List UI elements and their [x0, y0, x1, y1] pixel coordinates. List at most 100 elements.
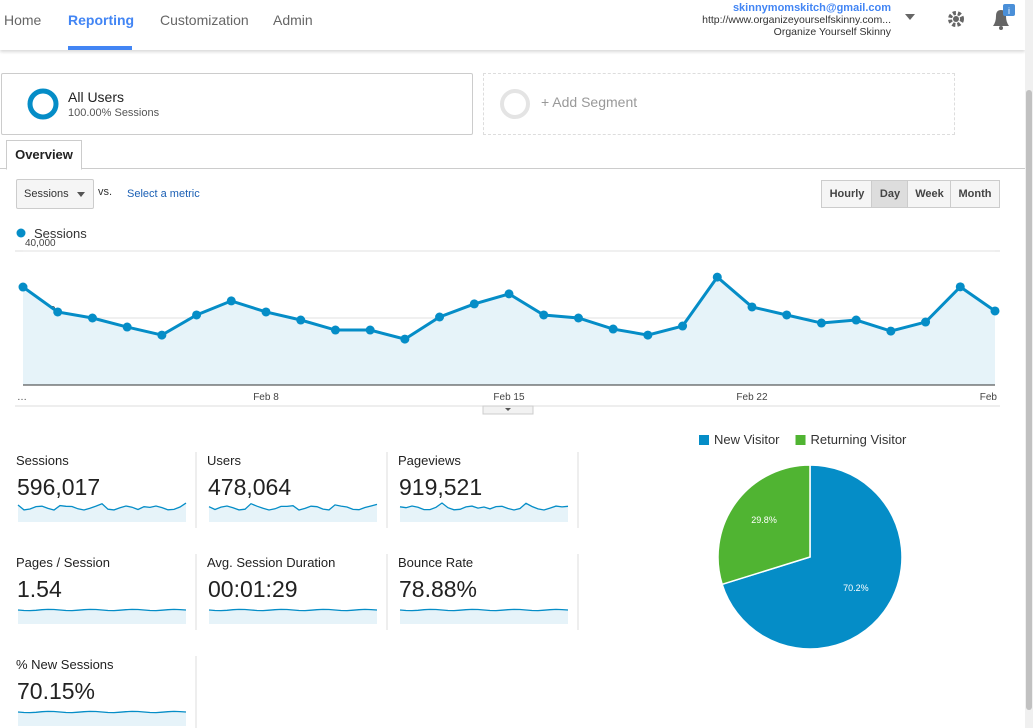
metric-label: Pageviews: [398, 453, 461, 468]
point: [678, 321, 688, 331]
metric-value: 1.54: [17, 576, 62, 602]
metric-value: 596,017: [17, 474, 100, 500]
period-week[interactable]: Week: [907, 180, 952, 208]
legend-marker: [16, 228, 26, 238]
segment-detail: 100.00% Sessions: [68, 107, 160, 119]
metric-value: 478,064: [208, 474, 291, 500]
metric-value: 78.88%: [399, 576, 477, 602]
nav-admin[interactable]: Admin: [273, 12, 313, 28]
account-name[interactable]: Organize Yourself Skinny: [773, 26, 891, 38]
x-tick-label: Feb: [980, 392, 998, 403]
segment-ring: [27, 88, 59, 120]
sparkline-area: [18, 503, 186, 522]
legend-label: Returning Visitor: [811, 432, 908, 447]
sparkline-area: [400, 609, 568, 624]
sparkline: [399, 608, 569, 612]
legend-label: New Visitor: [714, 432, 780, 447]
svg-text:i: i: [1008, 6, 1010, 16]
sparkline: [208, 502, 378, 511]
area: [23, 277, 995, 385]
scrollbar[interactable]: [1025, 0, 1033, 728]
point: [851, 315, 861, 325]
sparkline-area: [209, 503, 377, 522]
point: [226, 296, 236, 306]
point: [990, 306, 1000, 316]
select-metric[interactable]: Select a metric: [127, 188, 200, 200]
point: [157, 330, 167, 340]
x-tick-label: Feb 15: [493, 392, 525, 403]
point: [365, 325, 375, 335]
metric-label: Users: [207, 453, 241, 468]
point: [400, 334, 410, 344]
account-caret[interactable]: [905, 14, 917, 22]
top-bar: Home Reporting Customization Admin skinn…: [0, 0, 1025, 50]
add-segment-label: + Add Segment: [541, 94, 638, 110]
metric-label: Sessions: [16, 453, 69, 468]
point: [330, 325, 340, 335]
point: [192, 310, 202, 320]
point: [747, 302, 757, 312]
legend-label: Sessions: [34, 226, 87, 241]
add-segment[interactable]: + Add Segment: [483, 73, 955, 135]
metric-value: 919,521: [399, 474, 482, 500]
settings-icon[interactable]: [946, 9, 966, 29]
point: [122, 322, 132, 332]
overview-tab[interactable]: Overview: [6, 140, 82, 170]
point: [955, 282, 965, 292]
nav-home[interactable]: Home: [4, 12, 42, 28]
x-tick-label: Feb 8: [253, 392, 279, 403]
metric-label: % New Sessions: [16, 657, 114, 672]
metric-dropdown-label: Sessions: [24, 188, 69, 200]
notifications-icon[interactable]: i: [990, 4, 1020, 30]
sparkline: [17, 502, 187, 511]
point: [539, 310, 549, 320]
point: [816, 318, 826, 328]
point: [53, 307, 63, 317]
slice-label: 29.8%: [751, 515, 777, 525]
point: [296, 315, 306, 325]
segment-name: All Users: [68, 89, 125, 105]
x-tick-label: …: [17, 392, 27, 403]
point: [18, 282, 28, 292]
point: [712, 272, 722, 282]
sparkline-area: [209, 609, 377, 624]
period-day[interactable]: Day: [871, 180, 909, 208]
dropdown-caret: [77, 192, 85, 197]
sparkline-area: [18, 609, 186, 624]
collapse-caret: [505, 408, 511, 411]
legend-swatch: [795, 435, 806, 445]
sparkline: [399, 502, 569, 511]
legend-swatch: [699, 435, 709, 445]
account-email[interactable]: skinnymomskitch@gmail.com: [732, 2, 891, 14]
nav-indicator: [68, 46, 132, 50]
point: [921, 317, 931, 327]
segment-all-users[interactable]: All Users 100.00% Sessions: [1, 73, 473, 135]
point: [435, 312, 445, 322]
pie-slice: [721, 464, 903, 650]
period-hourly[interactable]: Hourly: [821, 180, 873, 208]
slice-label: 70.2%: [843, 583, 869, 593]
account-url[interactable]: http://www.organizeyourselfskinny.com...: [702, 14, 891, 26]
point: [573, 313, 583, 323]
point: [469, 299, 479, 309]
sparkline-area: [18, 711, 186, 726]
point: [643, 330, 653, 340]
metric-dropdown[interactable]: Sessions: [16, 179, 94, 209]
point: [608, 324, 618, 334]
pie-slice: [717, 464, 811, 586]
add-segment-ring: [500, 89, 530, 119]
point: [782, 310, 792, 320]
sparkline: [208, 608, 378, 612]
period-month[interactable]: Month: [950, 180, 1000, 208]
metric-label: Bounce Rate: [398, 555, 473, 570]
tab-rule: [0, 168, 1025, 169]
sparkline: [17, 710, 187, 714]
metric-label: Avg. Session Duration: [207, 555, 335, 570]
sparkline: [17, 608, 187, 612]
nav-customization[interactable]: Customization: [160, 12, 249, 28]
nav-reporting[interactable]: Reporting: [68, 12, 135, 28]
x-tick-label: Feb 22: [736, 392, 768, 403]
point: [504, 289, 514, 299]
